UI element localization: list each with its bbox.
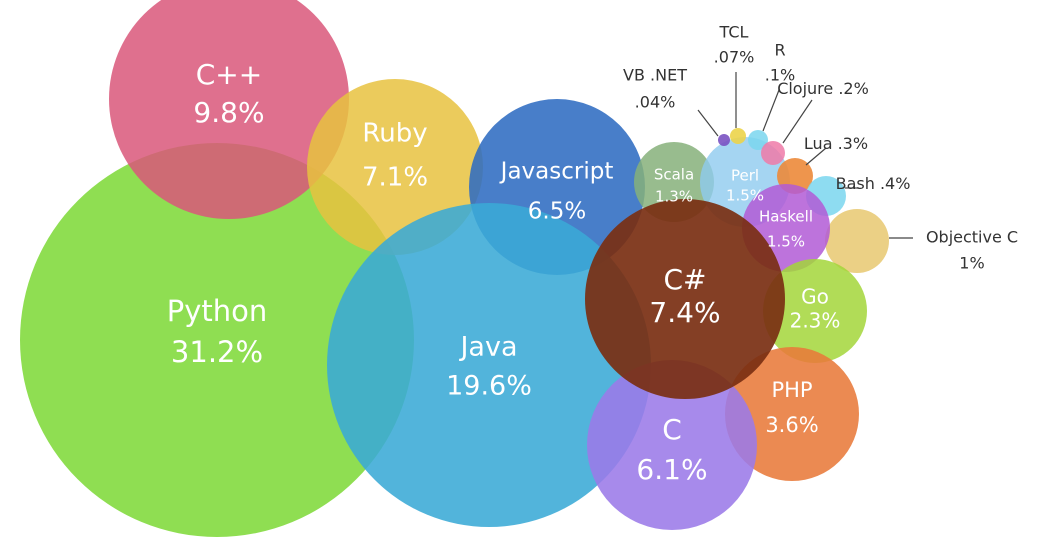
bubble-go <box>763 259 867 363</box>
bubble-c <box>585 199 785 399</box>
bubble-label-objective-c: Objective C <box>926 228 1018 247</box>
bubble-label-vb-net: VB .NET <box>623 66 687 85</box>
bubble-java <box>327 203 651 527</box>
bubble-r <box>748 130 768 150</box>
bubble-value-clojure: .2% <box>838 79 868 98</box>
bubble-vb-net <box>718 134 730 146</box>
bubble-clojure <box>761 141 785 165</box>
bubble-label-java: Java <box>458 332 517 363</box>
bubble-label-lua: Lua .3% <box>804 134 868 153</box>
bubble-name-bash: Bash <box>836 174 880 193</box>
bubble-label-clojure: Clojure .2% <box>777 79 869 98</box>
bubble-value-r: .1% <box>765 66 795 85</box>
leader-line-r <box>762 89 780 132</box>
bubble-value-java: 19.6% <box>446 371 532 402</box>
bubble-name-lua: Lua <box>804 134 838 153</box>
bubble-value-ruby: 7.1% <box>362 163 428 193</box>
bubble-label-tcl: TCL <box>719 23 749 42</box>
leader-line-lua <box>805 147 827 166</box>
leader-line-vb-net <box>697 109 719 137</box>
bubble-value-perl: 1.5% <box>726 187 764 205</box>
bubble-value-javascript: 6.5% <box>528 199 586 225</box>
bubble-tcl <box>730 128 746 144</box>
bubble-name-clojure: Clojure <box>777 79 838 98</box>
bubble-label-python: Python <box>167 294 268 328</box>
bubble-objective-c <box>825 209 889 273</box>
bubble-label-go: Go <box>801 285 829 309</box>
bubble-label-ruby: Ruby <box>362 119 427 149</box>
bubble-label-r: R <box>774 41 785 60</box>
bubble-label-javascript: Javascript <box>499 159 614 185</box>
bubble-label-c: C# <box>663 263 706 296</box>
bubble-value-haskell: 1.5% <box>767 233 805 251</box>
bubble-value-scala: 1.3% <box>655 188 693 206</box>
bubble-label-bash: Bash .4% <box>836 174 911 193</box>
bubble-value-lua: .3% <box>838 134 868 153</box>
bubble-value-vb-net: .04% <box>635 93 676 112</box>
bubble-value-c: 6.1% <box>636 453 707 486</box>
bubble-python <box>20 143 414 537</box>
bubble-value-bash: .4% <box>880 174 910 193</box>
bubble-c <box>109 0 349 219</box>
bubble-value-python: 31.2% <box>171 335 263 369</box>
bubble-label-c: C <box>662 413 682 446</box>
bubble-value-go: 2.3% <box>790 309 841 333</box>
bubble-label-php: PHP <box>771 378 812 402</box>
leader-line-clojure <box>782 99 813 144</box>
bubble-value-php: 3.6% <box>765 413 818 437</box>
bubble-php <box>725 347 859 481</box>
bubble-value-tcl: .07% <box>714 48 755 67</box>
bubble-label-perl: Perl <box>731 167 759 185</box>
bubble-c <box>587 360 757 530</box>
bubble-label-haskell: Haskell <box>759 208 813 226</box>
bubble-value-objective-c: 1% <box>959 254 984 273</box>
bubble-value-c: 9.8% <box>193 96 264 129</box>
bubble-value-c: 7.4% <box>649 296 720 329</box>
bubble-label-scala: Scala <box>654 166 694 184</box>
bubble-label-c: C++ <box>196 58 262 91</box>
